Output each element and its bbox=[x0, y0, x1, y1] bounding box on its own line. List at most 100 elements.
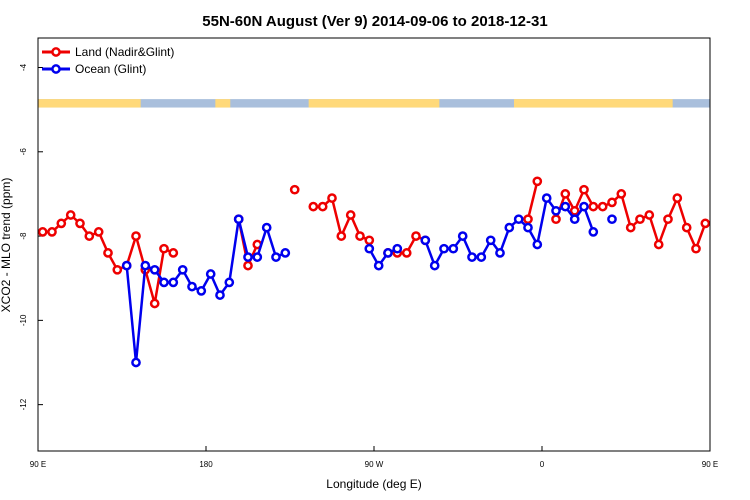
plot-frame bbox=[37, 37, 711, 452]
data-point-ocean-2 bbox=[140, 260, 151, 271]
data-point-land-25 bbox=[336, 231, 347, 241]
data-point-land-24 bbox=[327, 193, 337, 203]
legend: Land (Nadir&Glint) Ocean (Glint) bbox=[42, 45, 174, 76]
data-point-land-17 bbox=[243, 260, 253, 271]
y-axis-label: XCO2 - MLO trend (ppm) bbox=[0, 178, 13, 313]
data-point-ocean-39 bbox=[560, 201, 571, 212]
series-land bbox=[37, 176, 711, 309]
data-point-land-41 bbox=[569, 205, 580, 216]
data-point-land-47 bbox=[625, 222, 636, 233]
y-tick-label-2: -8 bbox=[19, 232, 28, 240]
data-point-land-6 bbox=[93, 227, 104, 237]
data-point-land-39 bbox=[551, 214, 561, 225]
legend-marker-ocean bbox=[51, 64, 61, 74]
data-point-land-48 bbox=[635, 214, 645, 225]
series-line-land-4 bbox=[526, 181, 539, 220]
data-point-ocean-12 bbox=[233, 214, 244, 225]
x-axis: 90 E 180 90 W 0 90 E bbox=[30, 446, 718, 469]
data-point-ocean-21 bbox=[383, 248, 393, 258]
data-point-land-0 bbox=[37, 227, 48, 237]
data-point-land-54 bbox=[691, 243, 701, 254]
data-point-land-1 bbox=[47, 227, 57, 237]
y-tick-label-4: -12 bbox=[19, 398, 28, 410]
series-ocean bbox=[121, 193, 617, 368]
x-tick-label-0: 90 E bbox=[30, 460, 46, 469]
land-band-segment-0 bbox=[38, 99, 141, 108]
data-point-ocean-14 bbox=[252, 252, 263, 262]
data-point-land-23 bbox=[317, 201, 328, 212]
data-point-land-44 bbox=[597, 201, 608, 212]
data-point-ocean-36 bbox=[532, 239, 543, 250]
data-point-ocean-11 bbox=[224, 277, 235, 288]
x-tick-label-3: 0 bbox=[540, 460, 545, 469]
legend-marker-land bbox=[51, 47, 61, 57]
chart-title: 55N-60N August (Ver 9) 2014-09-06 to 201… bbox=[202, 13, 547, 30]
data-point-land-40 bbox=[560, 189, 571, 199]
y-tick-label-1: -6 bbox=[19, 148, 28, 156]
data-point-land-2 bbox=[56, 218, 67, 229]
data-point-land-51 bbox=[663, 214, 673, 225]
x-tick-label-4: 90 E bbox=[702, 460, 718, 469]
data-point-ocean-44 bbox=[607, 214, 617, 225]
data-point-ocean-28 bbox=[457, 231, 468, 241]
data-point-land-45 bbox=[607, 197, 617, 208]
data-point-ocean-1 bbox=[131, 357, 141, 368]
data-point-ocean-35 bbox=[523, 222, 533, 233]
x-axis-label: Longitude (deg E) bbox=[326, 477, 421, 491]
data-point-ocean-32 bbox=[495, 248, 505, 258]
data-point-ocean-29 bbox=[467, 252, 477, 262]
data-point-land-46 bbox=[616, 189, 627, 199]
data-point-land-49 bbox=[644, 210, 655, 220]
data-point-ocean-34 bbox=[513, 214, 524, 225]
data-point-ocean-26 bbox=[439, 243, 449, 254]
data-point-ocean-15 bbox=[261, 222, 272, 233]
data-point-ocean-4 bbox=[159, 277, 169, 288]
data-point-land-8 bbox=[112, 264, 123, 275]
data-point-ocean-37 bbox=[541, 193, 552, 203]
land-band-segment-2 bbox=[308, 99, 440, 108]
y-tick-label-0: -4 bbox=[19, 63, 28, 71]
data-point-ocean-17 bbox=[280, 248, 291, 258]
legend-label-ocean: Ocean (Glint) bbox=[75, 62, 146, 76]
data-point-land-53 bbox=[681, 222, 692, 233]
data-point-land-26 bbox=[345, 210, 356, 220]
data-point-land-27 bbox=[355, 231, 365, 241]
data-point-land-32 bbox=[401, 248, 412, 258]
data-point-land-42 bbox=[579, 184, 589, 195]
data-point-ocean-19 bbox=[364, 243, 375, 254]
data-point-ocean-40 bbox=[569, 214, 580, 225]
data-point-ocean-41 bbox=[579, 201, 589, 212]
data-point-land-37 bbox=[532, 176, 543, 187]
data-point-land-13 bbox=[159, 243, 169, 254]
x-tick-label-1: 180 bbox=[199, 460, 213, 469]
data-point-land-43 bbox=[588, 201, 599, 212]
data-point-ocean-22 bbox=[392, 243, 403, 254]
series-layer bbox=[37, 176, 711, 368]
data-point-ocean-8 bbox=[196, 286, 207, 296]
data-point-ocean-31 bbox=[485, 235, 496, 246]
data-point-ocean-13 bbox=[243, 252, 253, 262]
data-point-ocean-9 bbox=[205, 269, 216, 279]
data-point-ocean-7 bbox=[187, 281, 197, 292]
data-point-land-28 bbox=[364, 235, 375, 246]
data-point-land-36 bbox=[523, 214, 533, 225]
data-point-ocean-25 bbox=[429, 260, 440, 271]
data-point-land-20 bbox=[289, 184, 300, 195]
data-point-land-14 bbox=[168, 248, 179, 258]
data-point-land-52 bbox=[672, 193, 683, 203]
data-point-ocean-0 bbox=[121, 260, 132, 271]
data-point-ocean-3 bbox=[149, 264, 160, 275]
data-point-land-5 bbox=[84, 231, 95, 241]
data-point-ocean-16 bbox=[271, 252, 281, 262]
series-line-ocean-1 bbox=[368, 247, 398, 267]
data-point-ocean-5 bbox=[168, 277, 179, 288]
land-band-segment-1 bbox=[215, 99, 231, 108]
data-point-ocean-24 bbox=[420, 235, 431, 246]
y-tick-label-3: -10 bbox=[19, 314, 28, 326]
data-point-land-4 bbox=[75, 218, 85, 229]
y-axis: -4 -6 -8 -10 -12 bbox=[19, 63, 43, 410]
data-point-ocean-10 bbox=[215, 290, 225, 300]
x-tick-label-2: 90 W bbox=[365, 460, 384, 469]
land-ocean-band bbox=[38, 99, 710, 108]
